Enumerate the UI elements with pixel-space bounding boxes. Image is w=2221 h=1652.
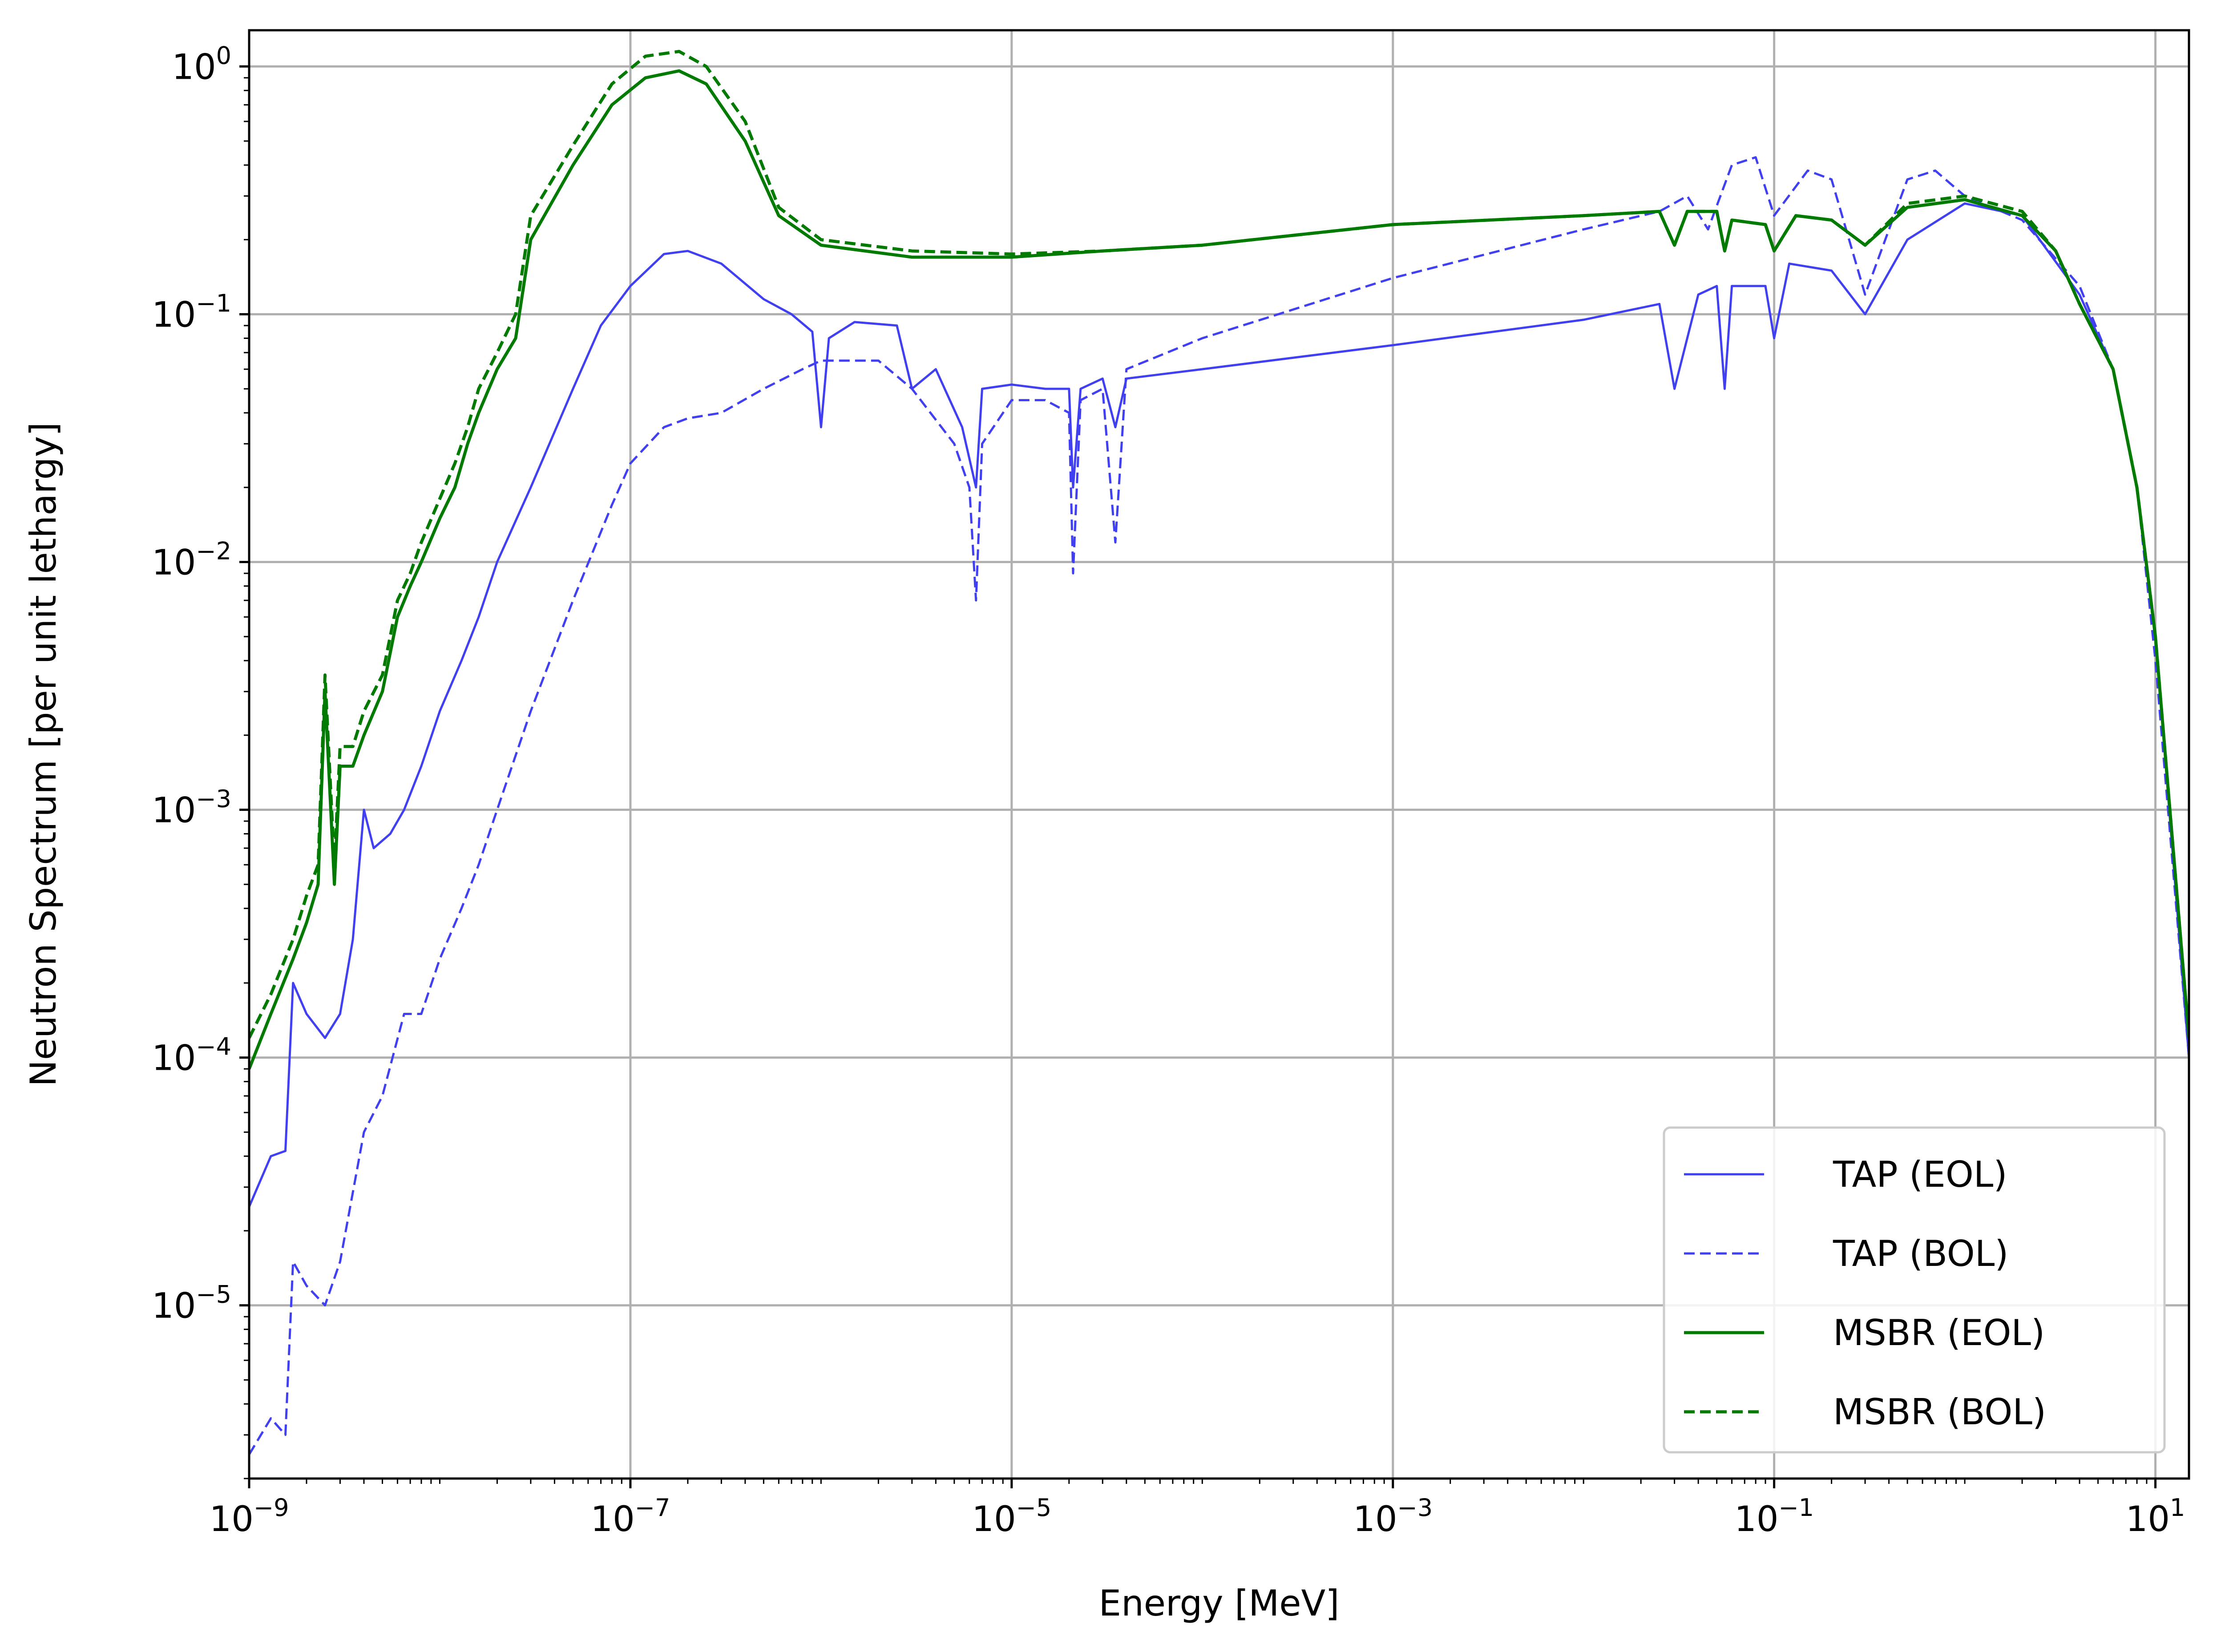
x-tick-label: 10−7 xyxy=(590,1494,670,1539)
legend-label: MSBR (BOL) xyxy=(1833,1391,2046,1433)
major-ticks xyxy=(239,65,2157,1488)
x-tick-label: 10−3 xyxy=(1353,1494,1433,1539)
x-tick-label: 10−5 xyxy=(972,1494,1051,1539)
y-tick-label: 10−2 xyxy=(152,537,231,583)
series-lines xyxy=(249,50,2189,1455)
plot-frame xyxy=(248,29,2190,1480)
grid-lines xyxy=(248,30,2189,1479)
legend-label: TAP (EOL) xyxy=(1833,1154,2007,1195)
x-tick-label: 10−9 xyxy=(210,1494,289,1539)
series-line-msbr-bol xyxy=(249,50,2189,1039)
y-tick-label: 10−4 xyxy=(152,1033,231,1079)
legend: TAP (EOL) TAP (BOL) MSBR (EOL) MSBR (BOL) xyxy=(1663,1126,2166,1454)
y-tick-labels: 100 10−1 10−2 10−3 10−4 10−5 xyxy=(152,41,231,1326)
legend-label: TAP (BOL) xyxy=(1833,1233,2009,1274)
x-tick-label: 10−1 xyxy=(1734,1494,1814,1539)
x-tick-label: 101 xyxy=(2126,1494,2185,1539)
legend-label: MSBR (EOL) xyxy=(1833,1312,2045,1354)
y-tick-label: 10−5 xyxy=(152,1281,231,1326)
x-tick-labels: 10−9 10−7 10−5 10−3 10−1 101 xyxy=(210,1494,2185,1539)
y-tick-label: 10−1 xyxy=(152,289,231,335)
legend-box xyxy=(1663,1126,2166,1454)
y-tick-label: 100 xyxy=(172,41,231,87)
y-tick-label: 10−3 xyxy=(152,785,231,831)
y-axis-label: Neutron Spectrum [per unit lethargy] xyxy=(23,422,64,1087)
x-axis-label: Energy [MeV] xyxy=(1099,1583,1340,1624)
series-line-tap-bol xyxy=(249,156,2189,1455)
series-line-tap-eol xyxy=(249,202,2189,1207)
